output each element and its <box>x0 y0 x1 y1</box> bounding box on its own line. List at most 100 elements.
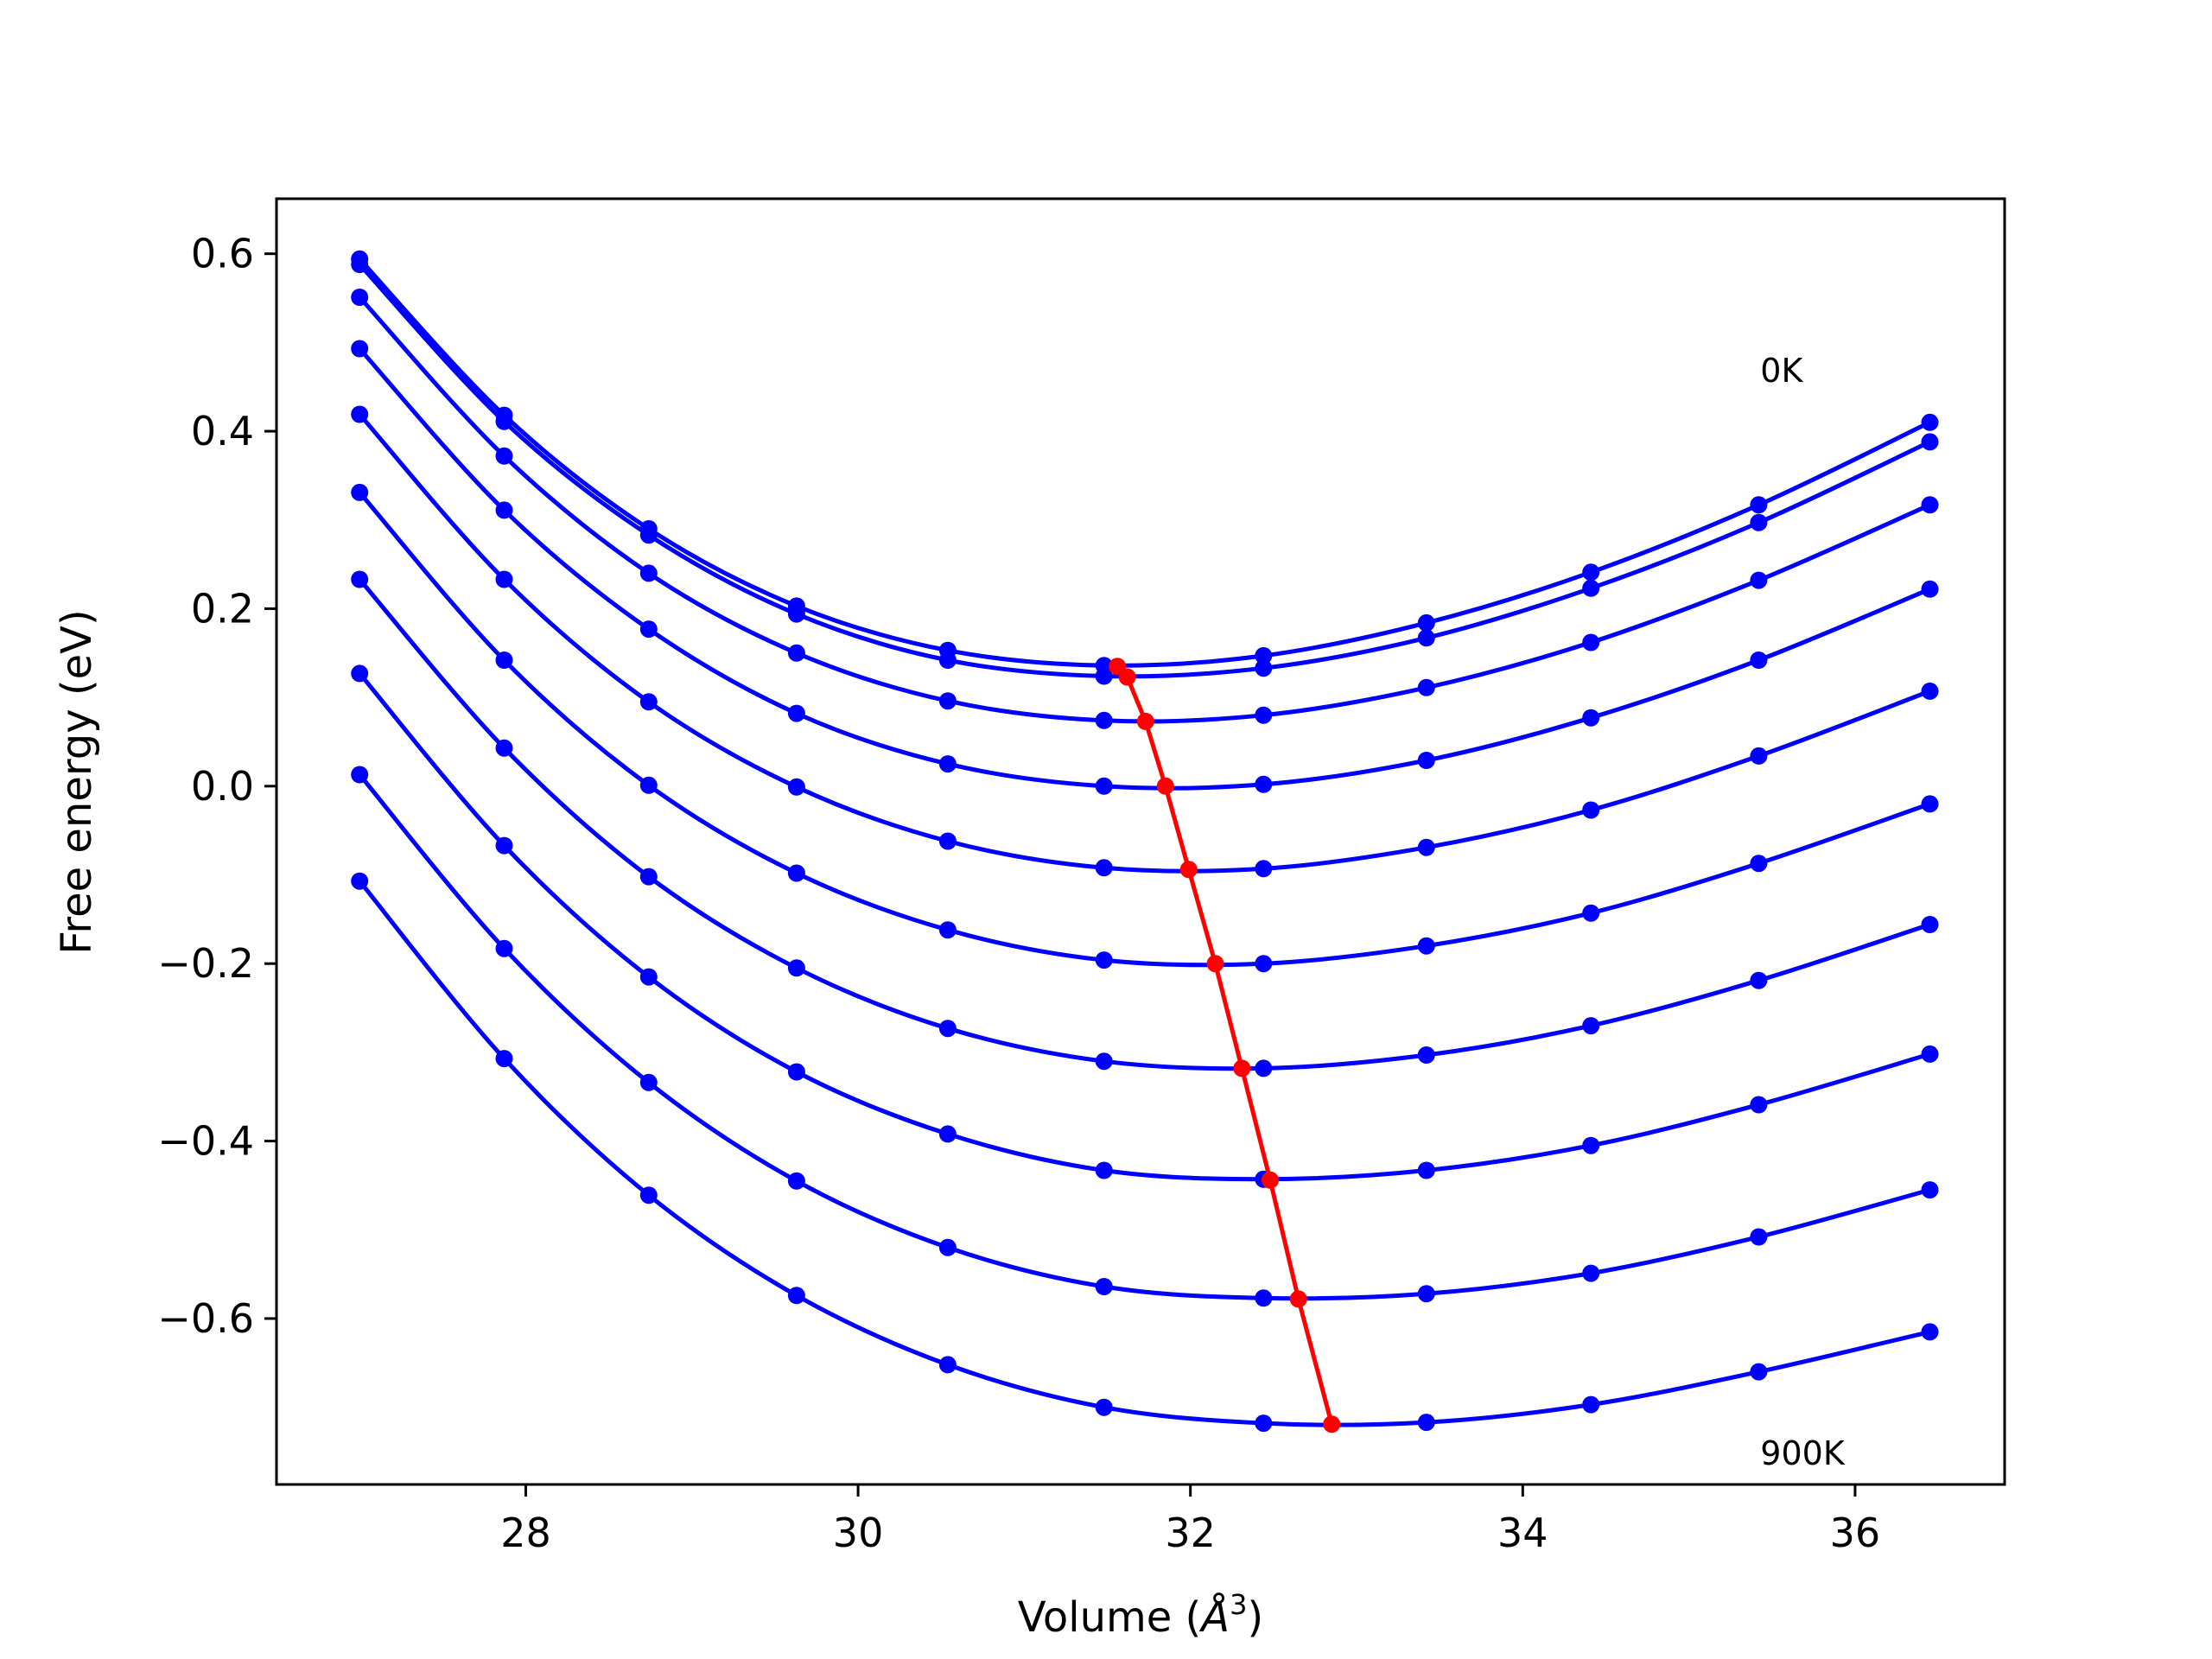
x-axis-title-unit: Å <box>1198 1592 1230 1642</box>
series-point <box>1750 1363 1768 1381</box>
series-point <box>1921 580 1939 598</box>
series-point <box>1582 633 1600 652</box>
y-tick-label: 0.0 <box>191 763 254 810</box>
series-point <box>1255 775 1273 793</box>
series-point <box>639 620 658 639</box>
series-point <box>1255 706 1273 724</box>
y-tick-label: 0.6 <box>191 231 254 277</box>
series-point <box>1417 1046 1435 1064</box>
series-point <box>1095 777 1113 795</box>
series-point <box>787 605 805 623</box>
series-point <box>1582 1017 1600 1035</box>
series-point <box>1582 801 1600 819</box>
x-axis-title: Volume (Å3) <box>1018 1588 1263 1642</box>
series-point <box>1417 1161 1435 1179</box>
series-point <box>1095 859 1113 877</box>
x-axis-ticks: 28 30 32 34 36 <box>500 1484 1880 1556</box>
series-point <box>1921 795 1939 813</box>
series-point <box>639 776 658 794</box>
series-point <box>787 1172 805 1190</box>
series-line <box>358 772 1931 1301</box>
series-point <box>1750 1096 1768 1114</box>
series-point <box>639 968 658 986</box>
minima-point <box>1289 1290 1307 1308</box>
series-line <box>358 880 1931 1427</box>
plot-frame <box>275 197 2006 1486</box>
series-point <box>1750 513 1768 531</box>
series-point <box>1921 1323 1939 1341</box>
series-point <box>351 766 369 784</box>
minima-line <box>1116 664 1334 1425</box>
series-point <box>351 570 369 588</box>
x-tick-label: 34 <box>1497 1510 1548 1556</box>
series-point <box>787 1287 805 1305</box>
annotation-label: 900K <box>1760 1434 1846 1472</box>
series-point <box>495 652 513 669</box>
series-point <box>495 836 513 855</box>
series-point <box>351 872 369 890</box>
series-point <box>938 1125 957 1143</box>
series-point <box>1095 1278 1113 1295</box>
series-point <box>1921 916 1939 933</box>
series-point <box>1417 1414 1435 1432</box>
series-point <box>938 1020 957 1038</box>
series-point <box>1750 571 1768 589</box>
minima-point <box>1118 668 1136 686</box>
series-point <box>938 755 957 773</box>
series-point <box>351 289 369 306</box>
x-axis-title-exponent: 3 <box>1230 1588 1247 1621</box>
series-point <box>1921 496 1939 514</box>
series-point <box>938 692 957 710</box>
series-layer <box>351 250 1939 1433</box>
x-tick-label: 36 <box>1830 1510 1881 1556</box>
series-point <box>495 501 513 519</box>
minima-layer <box>1109 658 1341 1433</box>
series-point <box>1582 579 1600 597</box>
series-point <box>938 1356 957 1374</box>
series-point <box>495 1050 513 1068</box>
series-point <box>787 778 805 796</box>
series-point <box>1750 747 1768 765</box>
annotation-label: 0K <box>1760 352 1803 390</box>
x-tick-label: 30 <box>833 1510 884 1556</box>
minima-point <box>1233 1059 1251 1077</box>
series-point <box>495 939 513 957</box>
series-point <box>351 664 369 683</box>
series-point <box>1417 752 1435 769</box>
series-point <box>1921 682 1939 700</box>
minima-point <box>1323 1415 1341 1433</box>
y-axis-title: Free energy (eV) <box>53 609 101 954</box>
x-tick-label: 32 <box>1165 1510 1216 1556</box>
series-point <box>1582 1264 1600 1282</box>
y-tick-label: 0.2 <box>191 585 254 632</box>
series-point <box>1417 937 1435 955</box>
series-point <box>1417 678 1435 696</box>
series-point <box>495 570 513 588</box>
annotation-layer: 0K 900K <box>1760 352 1846 1472</box>
series-point <box>1750 652 1768 669</box>
y-tick-label: 0.4 <box>191 408 254 454</box>
series-point <box>1095 1052 1113 1071</box>
series-point <box>938 921 957 939</box>
series-point <box>1750 971 1768 989</box>
series-point <box>1582 904 1600 922</box>
series-point <box>1095 951 1113 969</box>
series-point <box>1255 860 1273 878</box>
series-point <box>495 412 513 430</box>
series-point <box>1095 1161 1113 1179</box>
y-tick-label: −0.4 <box>157 1118 254 1165</box>
series-point <box>1750 855 1768 873</box>
series-point <box>1417 629 1435 647</box>
y-tick-label: −0.2 <box>157 940 254 987</box>
series-point <box>938 832 957 850</box>
series-point <box>495 739 513 757</box>
series-point <box>1255 1289 1273 1307</box>
series-point <box>1417 838 1435 856</box>
series-point <box>351 405 369 423</box>
series-point <box>639 868 658 886</box>
series-point <box>1921 1045 1939 1063</box>
series-point <box>1417 1285 1435 1303</box>
x-axis-title-prefix: Volume ( <box>1018 1593 1202 1642</box>
minima-point <box>1156 777 1174 795</box>
minima-point <box>1262 1171 1279 1189</box>
